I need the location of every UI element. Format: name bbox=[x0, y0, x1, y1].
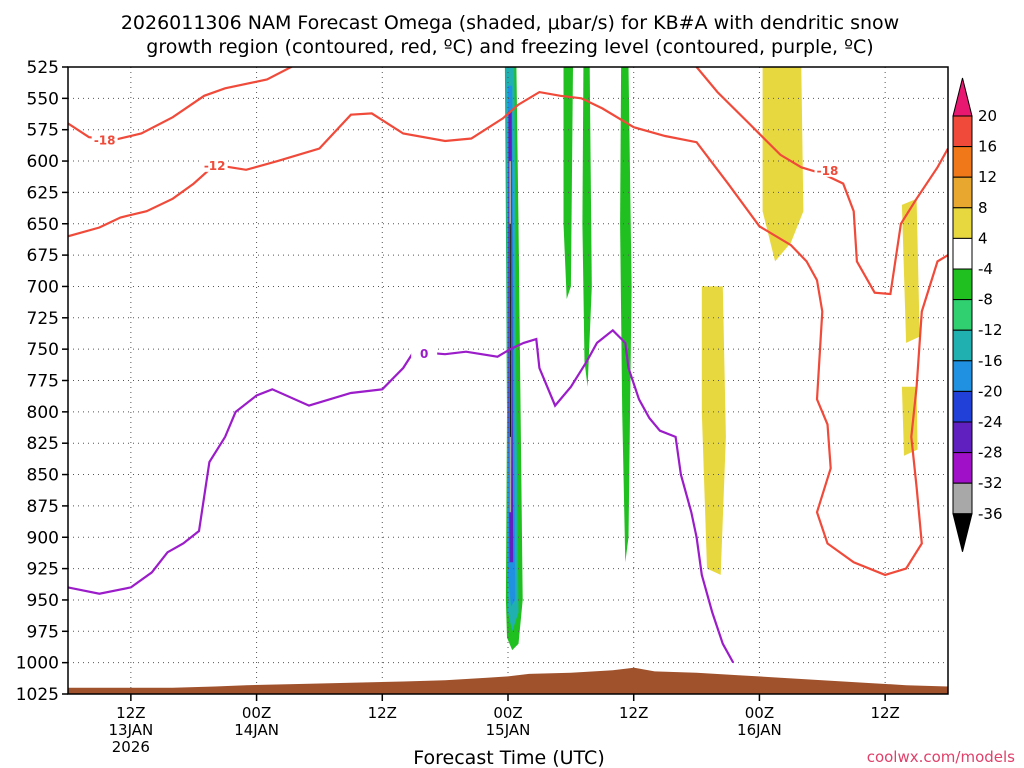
y-tick-label: 1000 bbox=[16, 654, 59, 674]
colorbar-label: -32 bbox=[978, 474, 1003, 492]
y-tick-label: 875 bbox=[27, 497, 59, 517]
colorbar-swatch bbox=[952, 207, 973, 239]
x-tick-label: 00Z bbox=[493, 704, 522, 722]
colorbar-swatch bbox=[952, 329, 973, 362]
y-tick-label: 700 bbox=[27, 277, 59, 297]
terrain bbox=[68, 667, 948, 694]
contour-label-red-minus12: -12 bbox=[204, 159, 226, 173]
x-tick-label: 12Z bbox=[619, 704, 648, 722]
y-tick-label: 550 bbox=[27, 89, 59, 109]
colorbar-swatch bbox=[952, 390, 973, 423]
colorbar-swatch bbox=[952, 299, 973, 331]
colorbar-swatch bbox=[952, 146, 973, 178]
colorbar-label: -24 bbox=[978, 413, 1003, 431]
omega-area-upward-black bbox=[509, 223, 511, 437]
y-tick-label: 525 bbox=[27, 58, 59, 78]
contour-label-bg bbox=[91, 131, 118, 147]
omega-area-green-plume-a bbox=[563, 67, 573, 299]
contour-label-bg bbox=[201, 156, 228, 172]
x-tick-label: 15JAN bbox=[486, 721, 531, 739]
watermark: coolwx.com/models bbox=[867, 748, 1015, 766]
y-tick-label: 675 bbox=[27, 246, 59, 266]
omega-area-yellow-cell-b bbox=[701, 286, 726, 575]
contour-purple-freezing bbox=[68, 328, 735, 664]
x-tick-label: 12Z bbox=[116, 704, 145, 722]
colorbar-label: 16 bbox=[978, 138, 997, 156]
y-tick-label: 800 bbox=[27, 403, 59, 423]
colorbar-swatch bbox=[952, 115, 973, 148]
colorbar-label: -8 bbox=[978, 291, 993, 309]
y-axis: 525 550 575 600 625 650 675 700 725 750 775 800 825 8… bbox=[16, 58, 68, 705]
x-tick-label: 16JAN bbox=[737, 721, 782, 739]
colorbar-label: 20 bbox=[978, 107, 997, 125]
y-tick-label: 750 bbox=[27, 340, 59, 360]
x-tick-label: 00Z bbox=[242, 704, 271, 722]
colorbar: 20 16 12 8 4 -4 -8 -12 -16 -20 -24 -28 -32 -36 bbox=[952, 77, 1003, 552]
y-tick-label: 975 bbox=[27, 622, 59, 642]
x-tick-label: 12Z bbox=[870, 704, 899, 722]
contour-label-purple-freezing: 0 bbox=[420, 347, 428, 361]
omega-shading bbox=[504, 67, 920, 651]
colorbar-bottom-arrow bbox=[952, 513, 973, 552]
y-tick-label: 725 bbox=[27, 309, 59, 329]
contour-red-minus12 bbox=[68, 90, 948, 577]
x-axis-label: Forecast Time (UTC) bbox=[413, 747, 604, 768]
colorbar-swatch bbox=[952, 237, 973, 270]
contour-label-red-minus18: -18 bbox=[94, 134, 116, 148]
x-tick-label: 12Z bbox=[368, 704, 397, 722]
y-tick-label: 1025 bbox=[16, 685, 59, 705]
y-tick-label: 575 bbox=[27, 121, 59, 141]
colorbar-label: -20 bbox=[978, 382, 1003, 400]
omega-area-green-plume-b bbox=[582, 67, 592, 387]
y-tick-label: 925 bbox=[27, 560, 59, 580]
colorbar-swatch bbox=[952, 452, 973, 484]
x-tick-label: 2026 bbox=[112, 738, 150, 756]
colorbar-swatch bbox=[952, 176, 973, 209]
y-tick-label: 950 bbox=[27, 591, 59, 611]
colorbar-swatch bbox=[952, 482, 973, 515]
colorbar-label: 12 bbox=[978, 168, 997, 186]
y-tick-label: 825 bbox=[27, 434, 59, 454]
colorbar-swatch bbox=[952, 268, 973, 301]
colorbar-swatch bbox=[952, 360, 973, 392]
x-tick-label: 13JAN bbox=[108, 721, 153, 739]
contour-red-minus18 bbox=[68, 67, 294, 141]
terrain-fill bbox=[68, 667, 948, 694]
chart-title-line-1: 2026011306 NAM Forecast Omega (shaded, μ… bbox=[121, 12, 899, 34]
contour-label-red-minus18-right: -18 bbox=[817, 164, 839, 178]
colorbar-label: -12 bbox=[978, 321, 1003, 339]
y-tick-label: 775 bbox=[27, 372, 59, 392]
omega-area-yellow-cell-a bbox=[762, 67, 804, 262]
colorbar-label: 4 bbox=[978, 229, 988, 247]
colorbar-label: 8 bbox=[978, 199, 988, 217]
colorbar-label: -28 bbox=[978, 444, 1003, 462]
contour-label-bg bbox=[411, 344, 438, 360]
y-tick-label: 900 bbox=[27, 528, 59, 548]
contour-lines: -18 -12 -18 0 bbox=[68, 67, 948, 664]
omega-area-yellow-cell-c bbox=[901, 198, 920, 343]
x-tick-label: 14JAN bbox=[234, 721, 279, 739]
y-tick-label: 600 bbox=[27, 152, 59, 172]
chart-title-line-2: growth region (contoured, red, ºC) and f… bbox=[146, 36, 873, 58]
y-tick-label: 650 bbox=[27, 215, 59, 235]
y-tick-label: 625 bbox=[27, 183, 59, 203]
colorbar-label: -4 bbox=[978, 260, 993, 278]
colorbar-label: -36 bbox=[978, 505, 1003, 523]
colorbar-top-arrow bbox=[952, 77, 973, 117]
contour-label-bg bbox=[814, 161, 841, 177]
y-tick-label: 850 bbox=[27, 466, 59, 486]
colorbar-label: -16 bbox=[978, 352, 1003, 370]
grid bbox=[68, 66, 948, 695]
omega-area-green-plume-c bbox=[620, 67, 632, 563]
colorbar-swatch bbox=[952, 421, 973, 454]
contour-red-minus18-right bbox=[695, 67, 948, 296]
x-tick-label: 00Z bbox=[745, 704, 774, 722]
